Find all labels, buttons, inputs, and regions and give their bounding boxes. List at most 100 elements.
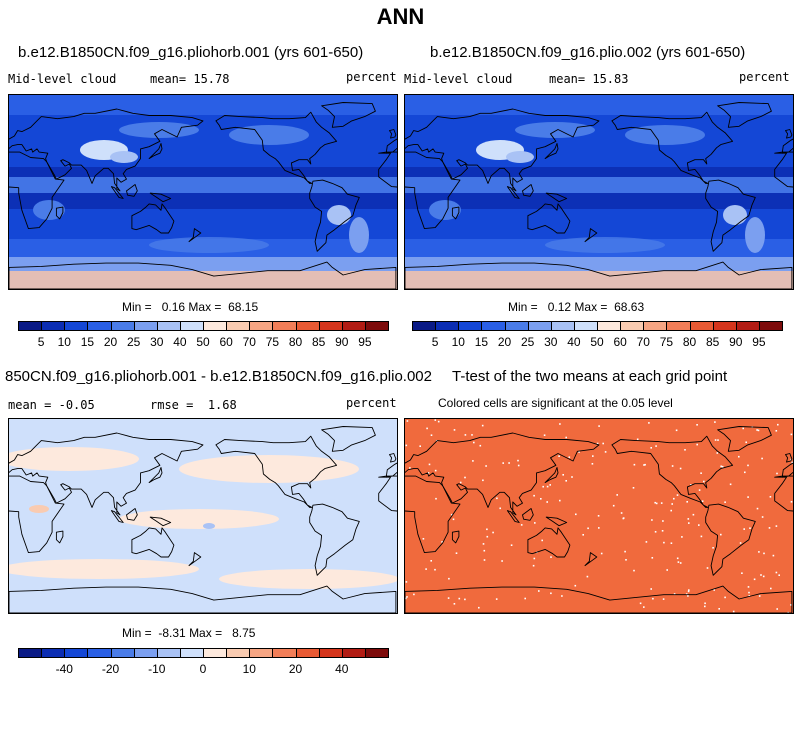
- panel-2-title: b.e12.B1850CN.f09_g16.plio.002 (yrs 601-…: [430, 44, 746, 61]
- panel-1-minmax: Min = 0.16 Max = 68.15: [122, 300, 258, 314]
- colorbar-tick-label: 50: [196, 335, 210, 349]
- colorbar-tick-label: -40: [55, 662, 73, 676]
- colorbar-tick-label: 85: [705, 335, 720, 349]
- colorbar-tick-label: 25: [126, 335, 141, 349]
- panel-2-min-label: Min =: [508, 300, 538, 314]
- colorbar-tick-label: 95: [358, 335, 372, 349]
- colorbar-tick-label: 0: [199, 662, 207, 676]
- panel-3-title: 850CN.f09_g16.pliohorb.001 - b.e12.B1850…: [5, 368, 432, 385]
- colorbar-tick-label: 20: [288, 662, 303, 676]
- panel-2-map: [404, 94, 794, 290]
- panel-2-minmax: Min = 0.12 Max = 68.63: [508, 300, 644, 314]
- colorbar-cell: [64, 321, 89, 331]
- colorbar-cell: [110, 648, 135, 658]
- colorbar-tick-label: 5: [431, 335, 439, 349]
- panel-1-mean-value: 15.78: [193, 72, 230, 86]
- colorbar-tick-label: 40: [335, 662, 349, 676]
- colorbar-cell: [295, 321, 320, 331]
- panel-1-max-value: 68.15: [228, 300, 259, 314]
- panel-1-units: percent: [346, 70, 397, 84]
- colorbar-cell: [458, 321, 483, 331]
- panel-3-min-label: Min =: [122, 626, 152, 640]
- panel-3-rmse-value: 1.68: [207, 398, 237, 412]
- colorbar-cell: [272, 321, 297, 331]
- colorbar-cell: [412, 321, 437, 331]
- colorbar-cell: [620, 321, 645, 331]
- panel-2-max-label: Max =: [574, 300, 608, 314]
- colorbar-cell: [156, 648, 181, 658]
- colorbar-tick-label: 10: [242, 662, 256, 676]
- colorbar-tick-label: 80: [288, 335, 303, 349]
- colorbar-cell: [341, 321, 366, 331]
- colorbar-tick-label: 20: [497, 335, 512, 349]
- colorbar-cell: [735, 321, 760, 331]
- colorbar-cell: [18, 321, 43, 331]
- colorbar-cell: [110, 321, 135, 331]
- colorbar-cell: [527, 321, 552, 331]
- colorbar-tick-label: 40: [567, 335, 581, 349]
- colorbar-cell: [41, 648, 66, 658]
- colorbar-cell: [435, 321, 460, 331]
- colorbar-cell: [272, 648, 297, 658]
- colorbar-cell: [87, 321, 112, 331]
- panel-3-mean-label: mean =: [8, 398, 52, 412]
- panel-1-min-value: 0.16: [161, 300, 186, 314]
- colorbar-cell: [504, 321, 529, 331]
- colorbar-cell: [341, 648, 366, 658]
- colorbar-tick-label: 30: [544, 335, 558, 349]
- continent-outlines: [405, 102, 793, 289]
- colorbar-cell: [133, 648, 158, 658]
- colorbar-cell: [364, 648, 389, 658]
- colorbar-cell: [156, 321, 181, 331]
- panel-3-min-value: -8.31: [158, 626, 186, 640]
- colorbar-cell: [203, 648, 228, 658]
- colorbar-tick-label: 75: [659, 335, 674, 349]
- colorbar-cell: [689, 321, 714, 331]
- panel-4-title: T-test of the two means at each grid poi…: [452, 368, 728, 385]
- panel-4-map: [404, 418, 794, 614]
- colorbar-cell: [573, 321, 598, 331]
- figure-title: ANN: [376, 4, 425, 29]
- colorbar-cell: [179, 648, 204, 658]
- colorbar-cell: [87, 648, 112, 658]
- colorbar-cell: [364, 321, 389, 331]
- panel-3-units: percent: [346, 396, 397, 410]
- panel-2-min-value: 0.12: [547, 300, 572, 314]
- panel-2-colorbar: 5 10 15 20 25 30 40 50 60 70 75 80 85 90 95: [412, 321, 783, 351]
- colorbar-tick-label: 70: [636, 335, 650, 349]
- panel-2-max-value: 68.63: [614, 300, 645, 314]
- colorbar-cell: [318, 648, 343, 658]
- colorbar-tick-label: 60: [613, 335, 627, 349]
- panel-1-colorbar: 5 10 15 20 25 30 40 50 60 70 75 80 85 90 95: [18, 321, 389, 351]
- colorbar-tick-label: -20: [101, 662, 120, 676]
- colorbar-tick-label: 60: [219, 335, 233, 349]
- colorbar-tick-label: 80: [682, 335, 697, 349]
- colorbar-cell: [295, 648, 320, 658]
- colorbar-cell: [41, 321, 66, 331]
- panel-2-field-label: Mid-level cloud: [404, 72, 513, 86]
- colorbar-tick-label: 20: [103, 335, 118, 349]
- colorbar-cell: [226, 321, 251, 331]
- colorbar-cell: [249, 648, 274, 658]
- colorbar-tick-label: -10: [148, 662, 166, 676]
- colorbar-tick-label: 10: [57, 335, 71, 349]
- colorbar-tick-label: 5: [37, 335, 45, 349]
- continent-outlines: [9, 426, 397, 613]
- colorbar-tick-label: 90: [729, 335, 743, 349]
- panel-2-units: percent: [739, 70, 790, 84]
- panel-2-mean-label: mean=: [549, 72, 586, 86]
- colorbar-tick-label: 10: [451, 335, 465, 349]
- panel-1-min-label: Min =: [122, 300, 152, 314]
- colorbar-cell: [758, 321, 783, 331]
- panel-3-map: [8, 418, 398, 614]
- panel-3-rmse-label: rmse =: [150, 398, 194, 412]
- panel-3-colorbar: -40 -20 -10 0 10 20 40: [18, 648, 389, 678]
- colorbar-cell: [226, 648, 251, 658]
- colorbar-tick-label: 15: [80, 335, 95, 349]
- colorbar-cell: [179, 321, 204, 331]
- panel-3-mean-value: -0.05: [58, 398, 95, 412]
- colorbar-tick-label: 90: [335, 335, 349, 349]
- colorbar-cell: [18, 648, 43, 658]
- colorbar-tick-label: 85: [311, 335, 326, 349]
- panel-3-minmax: Min = -8.31 Max = 8.75: [122, 626, 255, 640]
